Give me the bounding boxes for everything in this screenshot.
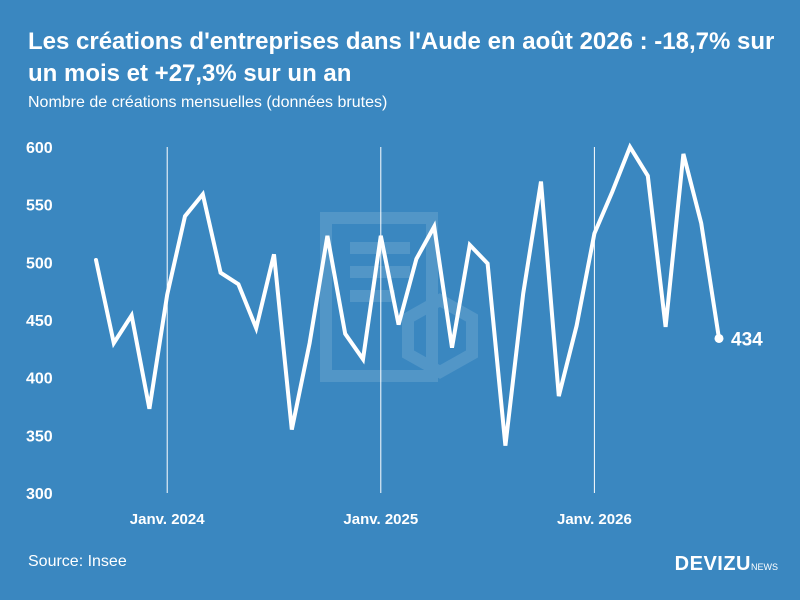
y-tick-label-500: 500: [26, 255, 53, 272]
chart-grid: [166, 147, 595, 493]
brand-logo: DEVIZUNEWS: [675, 553, 778, 576]
chart-subtitle: Nombre de créations mensuelles (données …: [28, 94, 388, 111]
source-note: Source: Insee: [28, 553, 127, 570]
y-tick-label-450: 450: [26, 313, 53, 330]
y-tick-label-600: 600: [26, 140, 53, 157]
y-tick-label-350: 350: [26, 428, 53, 445]
y-tick-label-400: 400: [26, 371, 53, 388]
y-axis: 300 350 400 450 500 550 600: [26, 140, 53, 503]
last-value-label: 434: [731, 329, 763, 350]
x-tick-label-2024-01: Janv. 2024: [130, 511, 205, 528]
x-tick-label-2025-01: Janv. 2025: [343, 511, 418, 528]
brand-name: DEVIZU: [674, 553, 751, 575]
x-tick-label-2026-01: Janv. 2026: [557, 511, 632, 528]
y-tick-label-550: 550: [26, 198, 53, 215]
brand-suffix: NEWS: [751, 562, 778, 572]
x-axis: Janv. 2024 Janv. 2025 Janv. 2026: [130, 511, 632, 528]
watermark-document-icon: [320, 212, 478, 382]
series-layer: 434: [94, 142, 763, 446]
last-value-marker: [714, 333, 724, 343]
y-tick-label-300: 300: [26, 486, 53, 503]
series-line: [94, 142, 721, 446]
chart-title: Les créations d'entreprises dans l'Aude …: [28, 28, 775, 87]
